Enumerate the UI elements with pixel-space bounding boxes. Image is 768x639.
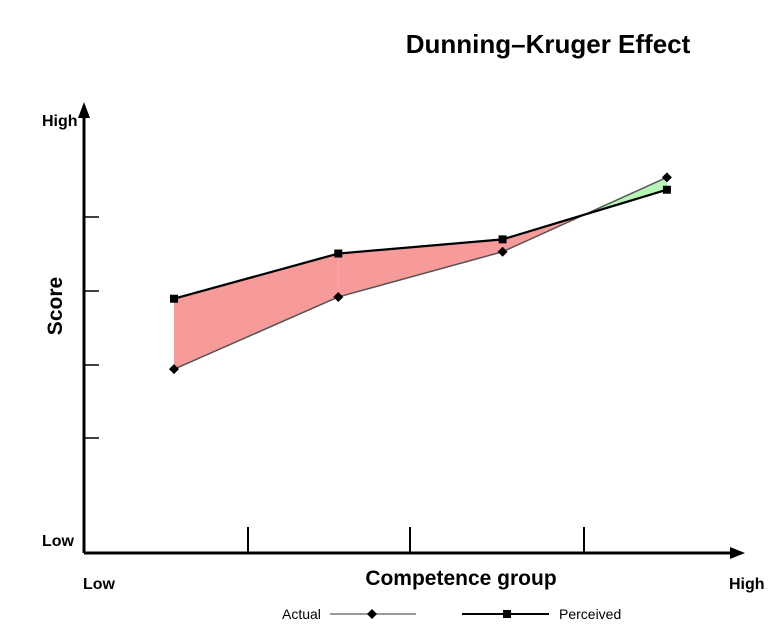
data-point-actual — [333, 291, 344, 302]
data-point-perceived — [662, 185, 671, 194]
data-point-perceived — [170, 294, 178, 303]
y-axis-arrow — [78, 102, 90, 118]
gap-fill — [174, 253, 339, 370]
data-point-perceived — [334, 249, 343, 258]
data-point-actual — [661, 172, 672, 183]
series-line-perceived — [173, 188, 668, 300]
y-axis-low-label: Low — [42, 533, 75, 550]
x-axis — [84, 527, 745, 559]
x-axis-high-label: High — [729, 576, 765, 593]
legend-marker-perceived — [503, 610, 511, 618]
legend: Actual Perceived — [282, 606, 621, 622]
legend-label-actual: Actual — [282, 606, 321, 622]
legend-marker-actual — [367, 609, 377, 619]
y-axis — [78, 102, 99, 553]
y-axis-high-label: High — [42, 113, 78, 130]
data-point-perceived — [498, 235, 507, 244]
chart-title: Dunning–Kruger Effect — [406, 29, 691, 59]
x-axis-title: Competence group — [365, 567, 556, 590]
gap-fill — [338, 239, 503, 297]
legend-item-perceived: Perceived — [462, 606, 621, 622]
x-axis-arrow — [730, 547, 745, 559]
series-layer — [169, 172, 672, 375]
data-point-actual — [169, 364, 179, 375]
legend-item-actual: Actual — [282, 606, 416, 622]
gap-fill-layer — [174, 177, 667, 370]
data-point-actual — [497, 246, 508, 257]
y-axis-title: Score — [44, 277, 67, 335]
legend-label-perceived: Perceived — [559, 606, 621, 622]
x-axis-low-label: Low — [83, 576, 116, 593]
